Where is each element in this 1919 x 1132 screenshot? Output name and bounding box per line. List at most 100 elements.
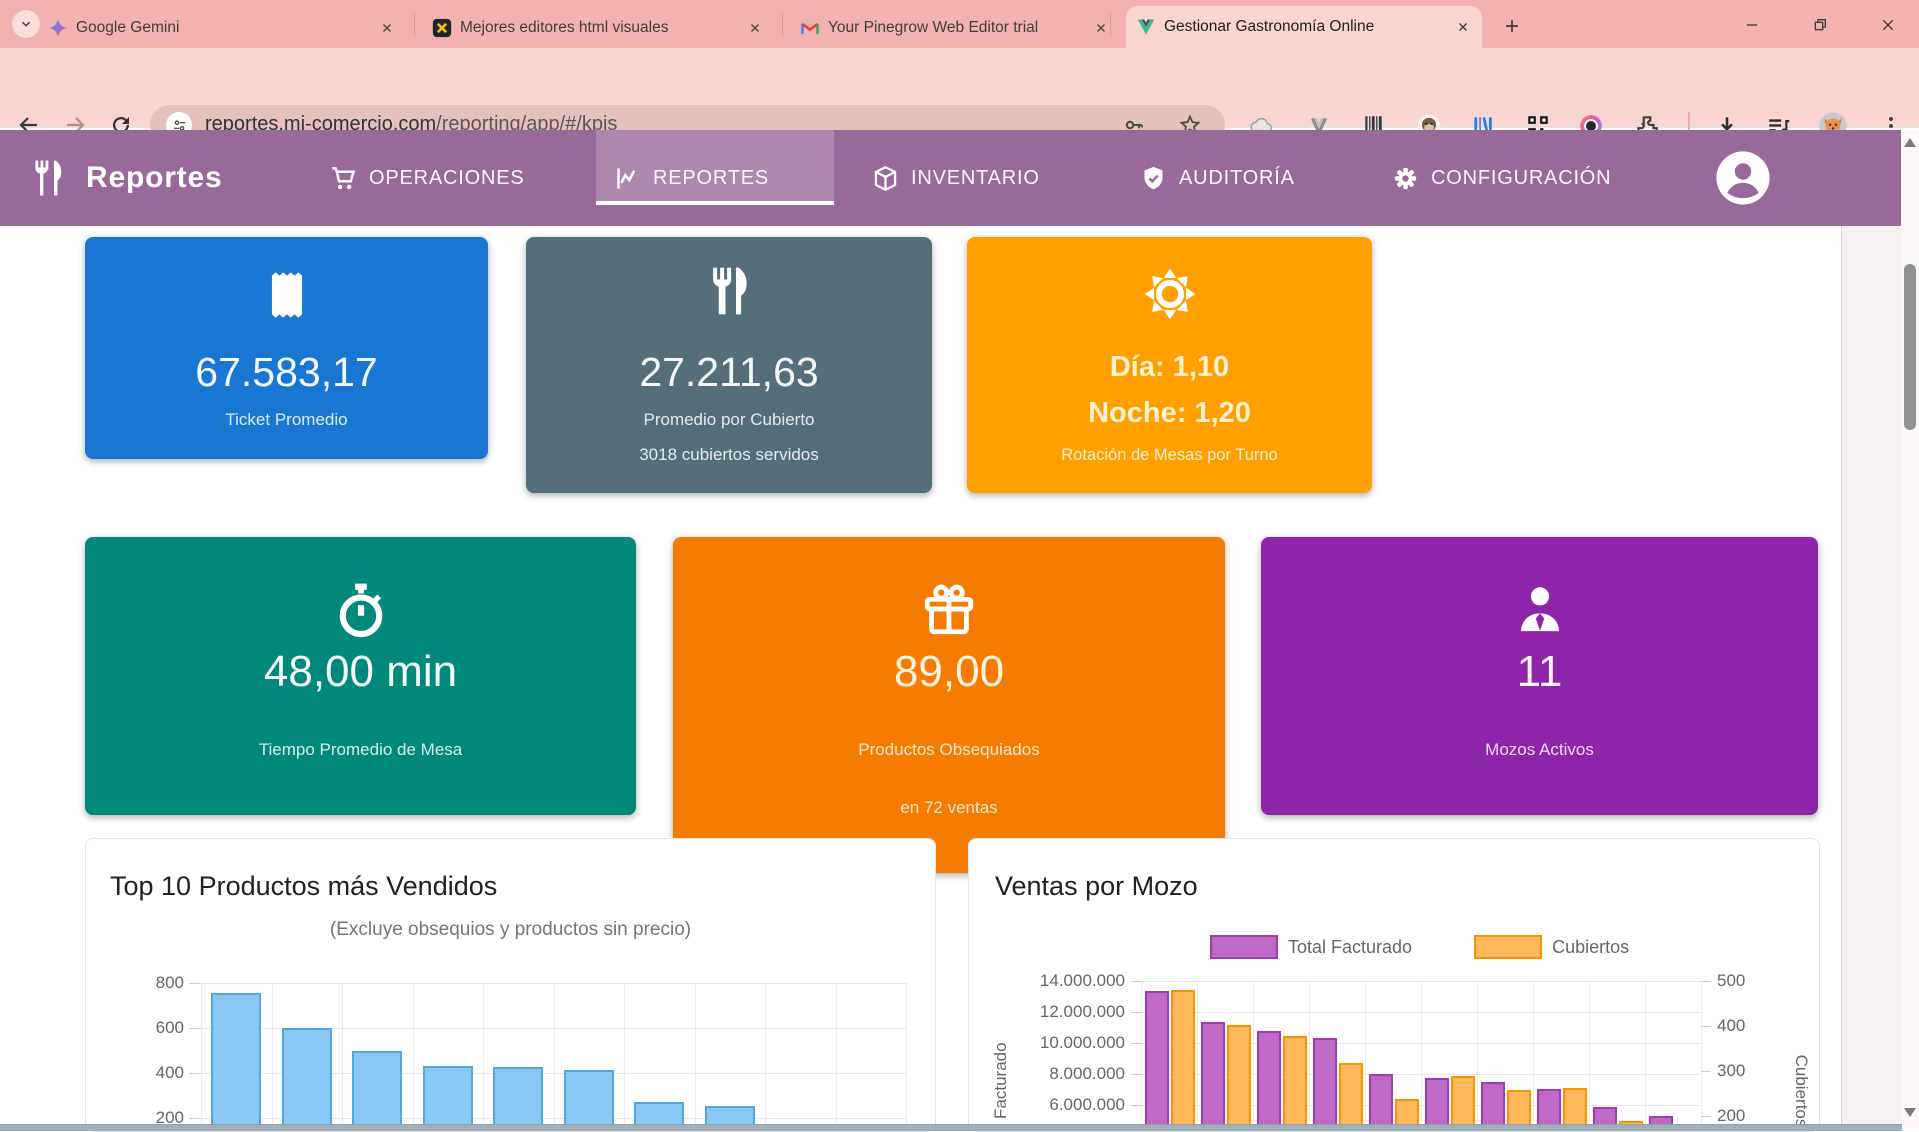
package-icon: [874, 165, 897, 191]
fork-knife-icon: [713, 267, 747, 315]
gridline-v: [1421, 981, 1422, 1131]
user-avatar-button[interactable]: [1714, 149, 1772, 212]
new-tab-button[interactable]: [1498, 12, 1526, 40]
tab-gestionar-gastronomia[interactable]: Gestionar Gastronomía Online: [1126, 6, 1482, 48]
nav-label: AUDITORÍA: [1179, 166, 1295, 189]
nav-item-operaciones[interactable]: OPERACIONES: [330, 130, 525, 226]
gridline-v: [342, 983, 343, 1131]
gridline-h: [1141, 1074, 1701, 1075]
kpi-value: 48,00 min: [263, 647, 458, 696]
account-circle-icon: [1716, 151, 1770, 205]
gridline-h: [1141, 981, 1701, 982]
tab-editores-html[interactable]: Mejores editores html visuales: [422, 8, 774, 48]
bookmark-star-button[interactable]: [1178, 113, 1202, 142]
kpi-ticket-promedio: 67.583,17 Ticket Promedio: [85, 237, 488, 459]
gridline-h: [201, 1028, 906, 1029]
tab-close-icon[interactable]: [1454, 18, 1472, 36]
chart-legend[interactable]: Total Facturado Cubiertos: [1210, 935, 1629, 959]
tick-mark: [1131, 1074, 1141, 1075]
kpi-value-noche: Noche: 1,20: [1088, 397, 1251, 429]
url-text[interactable]: reportes.mi-comercio.com/reporting/app/#…: [205, 113, 617, 136]
scroll-down-arrow[interactable]: [1904, 1108, 1916, 1117]
browser-tab-strip: Google Gemini Mejores editores html visu…: [0, 0, 1919, 48]
kpi-tiempo-mesa: 48,00 min Tiempo Promedio de Mesa: [85, 537, 636, 815]
gridline-v: [1253, 981, 1254, 1131]
app-title: Reportes: [86, 161, 223, 194]
tick-mark: [1701, 1116, 1711, 1117]
y-tick-label: 600: [155, 1018, 184, 1037]
tab-search-button[interactable]: [12, 10, 40, 38]
password-key-button[interactable]: [1122, 113, 1146, 142]
kpi-value: 27.211,63: [639, 349, 819, 395]
url-path: /reporting/app/#/kpis: [436, 113, 618, 135]
gridline-v: [1589, 981, 1590, 1131]
back-button[interactable]: [12, 108, 46, 142]
kpi-label: Tiempo Promedio de Mesa: [258, 740, 463, 759]
shield-check-icon: [1144, 166, 1163, 189]
line-chart-icon: [617, 167, 636, 189]
key-icon: [1125, 120, 1143, 130]
scroll-up-arrow[interactable]: [1904, 138, 1916, 147]
reload-button[interactable]: [104, 108, 138, 142]
bar-cubiertos-4: [1339, 1062, 1363, 1131]
tab-title: Mejores editores html visuales: [460, 19, 669, 36]
bar-cubiertos-6: [1451, 1076, 1475, 1131]
url-domain: reportes.mi-comercio.com: [205, 113, 437, 135]
nav-item-configuracion[interactable]: CONFIGURACIÓN: [1392, 130, 1611, 226]
tab-divider: [414, 14, 415, 36]
bottom-horizontal-scrollbar[interactable]: [0, 1124, 1902, 1131]
vertical-scrollbar-thumb[interactable]: [1904, 264, 1916, 430]
gridline-v: [1309, 981, 1310, 1131]
y-tick-label-left: 6.000.000: [1049, 1095, 1125, 1114]
vue-icon: [1137, 19, 1155, 35]
gridline-v: [1365, 981, 1366, 1131]
gift-icon: [924, 584, 974, 635]
window-close-button[interactable]: [1868, 8, 1908, 42]
bar-facturado-3: [1257, 1031, 1281, 1131]
bar-facturado-1: [1145, 991, 1169, 1131]
tab-close-icon[interactable]: [378, 19, 396, 37]
tick-mark: [189, 983, 201, 984]
chart-title: Ventas por Mozo: [995, 871, 1198, 901]
tab-pinegrow[interactable]: Your Pinegrow Web Editor trial: [790, 8, 1120, 48]
yellow-x-favicon: [432, 18, 452, 38]
gridline-v: [835, 983, 837, 1131]
nav-item-auditoria[interactable]: AUDITORÍA: [1140, 130, 1295, 226]
kpi-label: Ticket Promedio: [225, 410, 348, 429]
nav-item-reportes[interactable]: REPORTES: [614, 130, 769, 226]
gridline-h: [201, 983, 906, 984]
stopwatch-icon: [339, 583, 382, 638]
app-logo[interactable]: Reportes: [30, 130, 222, 226]
window-minimize-button[interactable]: [1732, 8, 1772, 42]
nav-label: REPORTES: [653, 166, 770, 189]
bar-facturado-7: [1481, 1081, 1505, 1131]
tune-icon: [173, 119, 185, 131]
bar-producto-3: [352, 1050, 402, 1131]
bar-facturado-2: [1201, 1022, 1225, 1131]
bar-facturado-5: [1369, 1074, 1393, 1131]
bar-facturado-8: [1537, 1088, 1561, 1131]
tick-mark: [1701, 1026, 1711, 1027]
tab-google-gemini[interactable]: Google Gemini: [38, 8, 406, 48]
bar-producto-5: [493, 1067, 543, 1131]
gridline-v: [412, 983, 414, 1131]
tab-close-icon[interactable]: [1092, 19, 1110, 37]
kpi-label: Promedio por Cubierto: [643, 410, 815, 429]
kpi-label: Productos Obsequiados: [858, 740, 1040, 759]
kpi-rotacion-mesas: Día: 1,10 Noche: 1,20 Rotación de Mesas …: [967, 237, 1372, 493]
y-tick-label: 800: [155, 973, 184, 992]
nav-item-inventario[interactable]: INVENTARIO: [872, 130, 1040, 226]
extension-cloud-icon[interactable]: [1249, 113, 1275, 144]
gridline-h: [201, 1118, 906, 1119]
gridline-v: [1477, 981, 1478, 1131]
kpi-promedio-cubierto: 27.211,63 Promedio por Cubierto 3018 cub…: [526, 237, 932, 493]
legend-swatch-cubiertos: [1474, 935, 1543, 959]
bar-producto-6: [563, 1069, 614, 1131]
forward-button[interactable]: [58, 108, 92, 142]
y-tick-label-left: 14.000.000: [1039, 971, 1125, 990]
active-nav-underline: [596, 201, 834, 205]
tab-close-icon[interactable]: [746, 19, 764, 37]
restaurant-icon: [35, 160, 62, 196]
window-restore-button[interactable]: [1800, 8, 1840, 42]
gear-icon: [1394, 167, 1417, 189]
